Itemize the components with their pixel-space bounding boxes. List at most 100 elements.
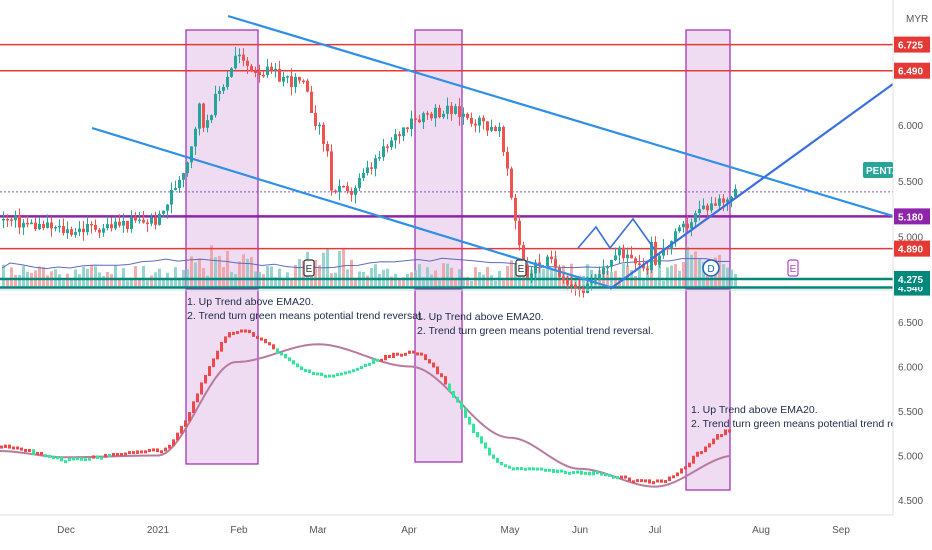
price-level-tag[interactable] — [894, 208, 930, 225]
trend-step — [92, 455, 95, 459]
candle-body — [554, 259, 557, 268]
volume-bar — [238, 261, 241, 287]
volume-bar — [202, 268, 205, 287]
dividend-marker[interactable] — [702, 259, 720, 277]
trend-step — [364, 363, 367, 367]
time-axis-tick: Feb — [230, 525, 248, 536]
annotation-line-1: 1. Up Trend above EMA20. — [691, 404, 818, 416]
annotation-line-1: 1. Up Trend above EMA20. — [417, 311, 544, 323]
price-level-tag-label: 6.490 — [898, 67, 923, 78]
trend-step — [536, 467, 539, 471]
volume-bar — [510, 260, 513, 287]
candle-body — [698, 209, 701, 214]
volume-bar — [42, 266, 45, 287]
trend-step — [240, 329, 243, 333]
trend-step — [392, 352, 395, 359]
volume-bar — [718, 254, 721, 287]
trend-step — [484, 442, 487, 449]
volume-bar — [6, 279, 9, 287]
trend-step — [440, 373, 443, 378]
candle-body — [134, 217, 137, 221]
uptrend-line[interactable] — [609, 83, 894, 290]
trend-step — [268, 342, 271, 346]
trend-step — [272, 344, 275, 350]
earnings-marker[interactable] — [787, 259, 799, 277]
time-axis-tick: Jul — [649, 525, 662, 536]
trend-step — [504, 464, 507, 468]
trend-step — [400, 353, 403, 357]
trend-step — [12, 446, 15, 450]
trend-step — [256, 335, 259, 339]
pattern-line[interactable] — [577, 217, 656, 251]
trend-step — [568, 471, 571, 475]
volume-bar — [710, 267, 713, 287]
candle-body — [138, 219, 141, 222]
volume-bar — [666, 267, 669, 287]
volume-bar — [634, 275, 637, 287]
candle-body — [326, 143, 329, 152]
trend-step — [708, 443, 711, 448]
trend-step — [32, 449, 35, 455]
volume-bar — [374, 264, 377, 287]
trend-step — [252, 332, 255, 337]
volume-bar — [246, 258, 249, 287]
candle-body — [302, 80, 305, 83]
trend-step — [692, 455, 695, 464]
trend-step — [280, 352, 283, 356]
highlight-zone — [414, 29, 463, 290]
price-level-tag[interactable] — [894, 62, 930, 79]
candle-body — [562, 276, 565, 280]
trend-step — [276, 348, 279, 354]
price-level-tag[interactable] — [894, 240, 930, 257]
trend-step — [28, 448, 31, 452]
volume-bar — [178, 279, 181, 287]
earnings-marker[interactable] — [515, 259, 527, 277]
trend-step — [516, 467, 519, 471]
trend-step — [416, 352, 419, 356]
candle-body — [390, 140, 393, 148]
volume-bar — [218, 255, 221, 287]
candle-body — [518, 220, 521, 246]
candle-body — [58, 225, 61, 228]
candle-body — [282, 77, 285, 82]
candle-body — [322, 124, 325, 144]
price-level-tag[interactable] — [894, 36, 930, 53]
candle-body — [214, 93, 217, 116]
volume-bar — [102, 275, 105, 287]
trend-step — [716, 434, 719, 440]
trend-step — [432, 362, 435, 368]
price-level-tag-label: 4.890 — [898, 245, 923, 256]
candle-body — [402, 127, 405, 137]
candle-body — [250, 65, 253, 72]
candle-body — [710, 203, 713, 211]
trend-step — [168, 444, 171, 449]
volume-bar — [466, 276, 469, 287]
ema20-line[interactable] — [0, 343, 730, 488]
volume-bar — [350, 259, 353, 287]
symbol-tag[interactable] — [863, 162, 893, 178]
volume-bar — [70, 279, 73, 287]
candle-body — [722, 198, 725, 203]
trend-step — [720, 434, 723, 438]
trend-step — [376, 358, 379, 362]
price-level-tag[interactable] — [894, 271, 930, 287]
candle-body — [170, 189, 173, 205]
trend-step — [52, 456, 55, 460]
price-level-tag-label: 6.725 — [898, 41, 923, 52]
trend-step — [368, 362, 371, 366]
trend-step — [308, 369, 311, 374]
downtrend-line-upper[interactable] — [227, 14, 894, 218]
trend-step — [336, 373, 339, 377]
candle-body — [734, 188, 737, 197]
price-level-tag-label: 4.275 — [898, 275, 923, 286]
volume-bar — [2, 264, 5, 287]
volume-bar — [14, 275, 17, 287]
candle-body — [330, 151, 333, 191]
trend-step — [608, 473, 611, 477]
earnings-marker[interactable] — [303, 259, 315, 277]
candle-body — [622, 247, 625, 259]
trend-step — [116, 453, 119, 457]
candle-body — [190, 146, 193, 163]
candle-body — [142, 219, 145, 223]
